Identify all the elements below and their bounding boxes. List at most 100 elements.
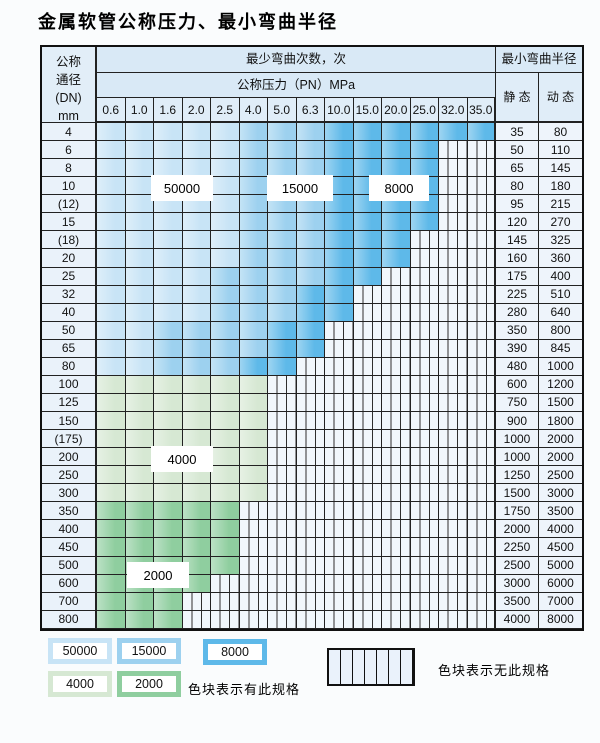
spec-cell bbox=[211, 448, 240, 467]
spec-cell bbox=[211, 520, 240, 539]
spec-cell bbox=[182, 159, 211, 178]
spec-cell bbox=[211, 357, 240, 376]
spec-cell bbox=[296, 321, 325, 340]
spec-cell bbox=[410, 141, 439, 160]
spec-cell bbox=[211, 610, 240, 629]
spec-cell bbox=[325, 466, 354, 485]
dn-header-line-0: 公称 bbox=[55, 55, 81, 69]
pressure-col-header: 1.6 bbox=[154, 98, 183, 123]
dynamic-cell: 640 bbox=[539, 303, 582, 322]
dn-cell: 4 bbox=[42, 123, 97, 142]
spec-cell bbox=[211, 213, 240, 232]
spec-cell bbox=[125, 339, 154, 358]
spec-cell bbox=[154, 339, 183, 358]
spec-cell bbox=[353, 556, 382, 575]
dynamic-cell: 145 bbox=[539, 159, 582, 178]
spec-cell bbox=[467, 159, 496, 178]
spec-cell bbox=[439, 375, 468, 394]
spec-cell bbox=[211, 177, 240, 196]
spec-cell bbox=[239, 195, 268, 214]
pressure-col-header: 5.0 bbox=[268, 98, 297, 123]
spec-cell bbox=[239, 520, 268, 539]
spec-cell bbox=[182, 339, 211, 358]
spec-cell bbox=[211, 592, 240, 611]
spec-cell bbox=[382, 267, 411, 286]
dynamic-cell: 3500 bbox=[539, 502, 582, 521]
static-cell: 145 bbox=[496, 231, 539, 250]
spec-cell bbox=[439, 177, 468, 196]
spec-cell bbox=[410, 267, 439, 286]
spec-cell bbox=[467, 610, 496, 629]
spec-cell bbox=[325, 610, 354, 629]
spec-cell bbox=[439, 357, 468, 376]
spec-cell bbox=[268, 448, 297, 467]
spec-cell bbox=[410, 375, 439, 394]
spec-cell bbox=[382, 159, 411, 178]
spec-cell bbox=[97, 610, 126, 629]
spec-cell bbox=[268, 610, 297, 629]
spec-cell bbox=[382, 357, 411, 376]
dynamic-cell: 845 bbox=[539, 339, 582, 358]
spec-cell bbox=[97, 159, 126, 178]
static-cell: 120 bbox=[496, 213, 539, 232]
dynamic-cell: 4500 bbox=[539, 538, 582, 557]
spec-cell bbox=[97, 430, 126, 449]
spec-cell bbox=[296, 231, 325, 250]
pressure-col-header: 25.0 bbox=[410, 98, 439, 123]
spec-cell bbox=[239, 249, 268, 268]
spec-cell bbox=[410, 610, 439, 629]
static-cell: 35 bbox=[496, 123, 539, 142]
spec-cell bbox=[439, 448, 468, 467]
spec-cell bbox=[211, 231, 240, 250]
spec-cell bbox=[410, 448, 439, 467]
spec-cell bbox=[125, 393, 154, 412]
spec-cell bbox=[211, 249, 240, 268]
spec-cell bbox=[296, 538, 325, 557]
dynamic-cell: 8000 bbox=[539, 610, 582, 629]
spec-cell bbox=[97, 357, 126, 376]
spec-cell bbox=[353, 267, 382, 286]
region-label-50000: 50000 bbox=[152, 176, 212, 200]
dn-column-header: 公称 通径 (DN) mm bbox=[42, 47, 97, 123]
dn-cell: 150 bbox=[42, 412, 97, 431]
spec-cell bbox=[410, 520, 439, 539]
spec-cell bbox=[296, 466, 325, 485]
spec-cell bbox=[353, 610, 382, 629]
spec-cell bbox=[353, 213, 382, 232]
dynamic-cell: 800 bbox=[539, 321, 582, 340]
spec-cell bbox=[268, 412, 297, 431]
spec-cell bbox=[467, 502, 496, 521]
pressure-col-header: 35.0 bbox=[467, 98, 496, 123]
spec-cell bbox=[382, 321, 411, 340]
spec-cell bbox=[467, 195, 496, 214]
spec-cell bbox=[268, 231, 297, 250]
spec-cell bbox=[410, 538, 439, 557]
static-cell: 900 bbox=[496, 412, 539, 431]
spec-cell bbox=[325, 213, 354, 232]
spec-cell bbox=[467, 123, 496, 142]
spec-cell bbox=[268, 141, 297, 160]
spec-cell bbox=[467, 357, 496, 376]
pressure-col-header: 32.0 bbox=[439, 98, 468, 123]
spec-cell bbox=[410, 357, 439, 376]
spec-cell bbox=[211, 339, 240, 358]
spec-cell bbox=[239, 430, 268, 449]
spec-cell bbox=[382, 520, 411, 539]
spec-cell bbox=[154, 357, 183, 376]
region-label-4000: 4000 bbox=[152, 447, 212, 471]
spec-cell bbox=[296, 610, 325, 629]
bend-cycles-header: 最少弯曲次数，次 bbox=[97, 47, 496, 73]
spec-cell bbox=[410, 231, 439, 250]
static-cell: 3500 bbox=[496, 592, 539, 611]
spec-cell bbox=[211, 267, 240, 286]
spec-cell bbox=[439, 195, 468, 214]
dn-cell: 350 bbox=[42, 502, 97, 521]
spec-cell bbox=[239, 159, 268, 178]
spec-cell bbox=[353, 321, 382, 340]
spec-cell bbox=[439, 159, 468, 178]
dn-cell: 400 bbox=[42, 520, 97, 539]
dynamic-column-header: 动 态 bbox=[539, 73, 582, 123]
spec-cell bbox=[182, 574, 211, 593]
dynamic-cell: 270 bbox=[539, 213, 582, 232]
spec-cell bbox=[268, 303, 297, 322]
